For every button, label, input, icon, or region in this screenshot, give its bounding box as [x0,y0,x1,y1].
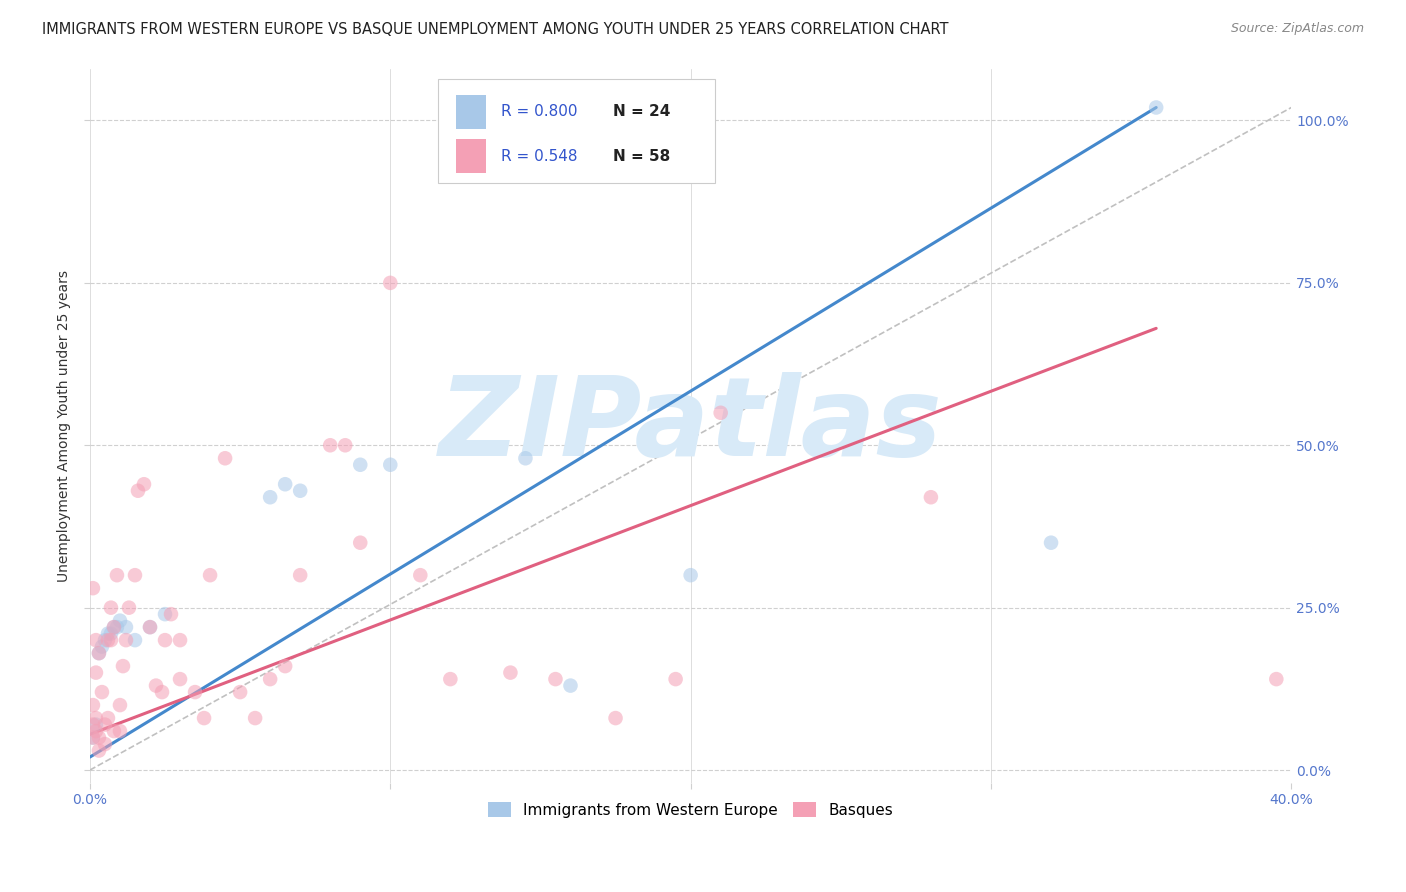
Point [198,568,221,582]
Point [82,581,104,595]
Point [124,568,146,582]
Text: IMMIGRANTS FROM WESTERN EUROPE VS BASQUE UNEMPLOYMENT AMONG YOUTH UNDER 25 YEARS: IMMIGRANTS FROM WESTERN EUROPE VS BASQUE… [42,22,949,37]
Point [87,646,110,660]
Point [160,607,183,622]
Point [214,451,236,466]
Text: Source: ZipAtlas.com: Source: ZipAtlas.com [1230,22,1364,36]
Point [84,711,107,725]
Point [127,483,149,498]
Point [84,665,107,680]
Point [139,620,162,634]
Point [349,458,371,472]
Point [515,451,537,466]
Point [124,633,146,648]
Point [439,672,461,686]
Point [349,535,371,549]
Text: ZIPatlas: ZIPatlas [439,372,942,479]
Point [94,717,117,731]
Point [84,633,107,648]
Point [605,711,627,725]
Point [97,633,120,648]
Point [111,659,134,673]
Point [94,633,117,648]
FancyBboxPatch shape [439,79,714,183]
Point [108,724,131,739]
Point [97,711,120,725]
Point [145,679,167,693]
Point [87,646,110,660]
Point [100,600,122,615]
Point [91,640,114,654]
Point [97,626,120,640]
Point [1144,101,1167,115]
Point [82,717,104,731]
Point [150,685,173,699]
Text: N = 24: N = 24 [613,104,669,120]
Point [169,672,191,686]
Point [84,724,107,739]
Point [229,685,252,699]
Point [118,600,141,615]
Point [84,717,107,731]
Point [105,568,128,582]
Point [103,620,125,634]
Point [243,711,266,725]
Point [193,711,215,725]
Point [103,724,125,739]
Point [274,659,297,673]
Point [920,490,942,504]
Point [1040,535,1063,549]
Point [335,438,357,452]
Point [100,626,122,640]
FancyBboxPatch shape [457,139,486,173]
Text: N = 58: N = 58 [613,149,669,164]
Point [105,620,128,634]
FancyBboxPatch shape [457,95,486,129]
Point [259,672,281,686]
Point [103,620,125,634]
Point [153,607,176,622]
Point [115,620,138,634]
Point [139,620,162,634]
Point [132,477,155,491]
Point [544,672,567,686]
Point [679,568,702,582]
Point [184,685,207,699]
Point [169,633,191,648]
Legend: Immigrants from Western Europe, Basques: Immigrants from Western Europe, Basques [481,794,901,825]
Y-axis label: Unemployment Among Youth under 25 years: Unemployment Among Youth under 25 years [58,269,72,582]
Point [82,731,104,745]
Point [259,490,281,504]
Point [108,698,131,712]
Point [409,568,432,582]
Point [560,679,582,693]
Point [380,458,402,472]
Point [319,438,342,452]
Point [710,406,733,420]
Point [1265,672,1288,686]
Point [499,665,522,680]
Point [108,614,131,628]
Text: R = 0.800: R = 0.800 [501,104,578,120]
Point [87,743,110,757]
Point [380,276,402,290]
Point [153,633,176,648]
Point [288,568,311,582]
Point [87,731,110,745]
Point [288,483,311,498]
Point [82,698,104,712]
Point [82,731,104,745]
Point [100,633,122,648]
Point [91,685,114,699]
Point [94,737,117,751]
Point [665,672,688,686]
Point [274,477,297,491]
Point [115,633,138,648]
Text: R = 0.548: R = 0.548 [501,149,578,164]
